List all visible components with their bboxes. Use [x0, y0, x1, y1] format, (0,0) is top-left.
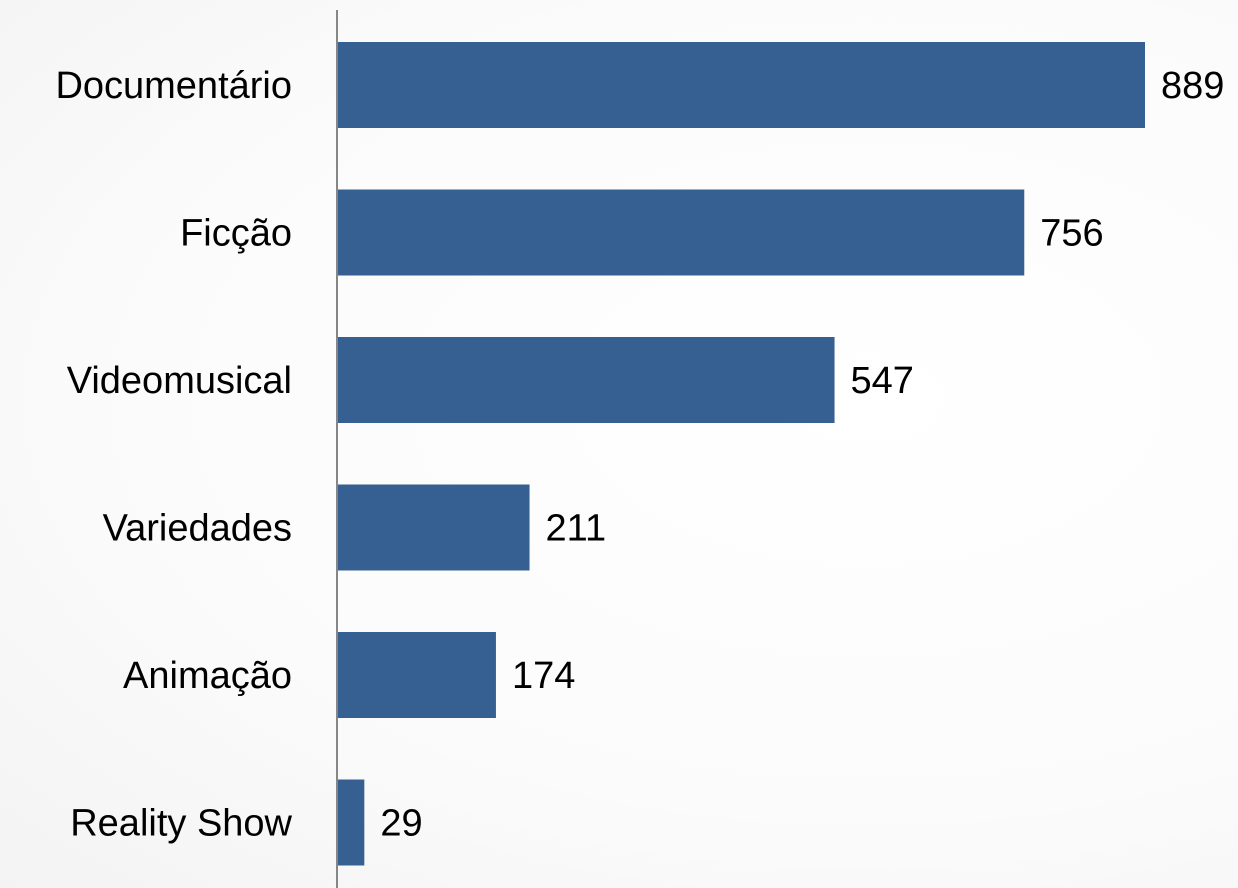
- bar: [338, 484, 530, 571]
- category-label: Videomusical: [67, 360, 292, 402]
- bar: [338, 337, 835, 423]
- bar: [338, 779, 365, 866]
- value-label: 211: [546, 508, 607, 550]
- value-label: 174: [512, 655, 575, 697]
- bar: [338, 189, 1025, 276]
- bars-group: Documentário 889 Ficção 756 Videomusical 547 V…: [55, 42, 1224, 866]
- category-label: Ficção: [180, 213, 292, 255]
- category-label: Documentário: [55, 65, 292, 107]
- category-label: Variedades: [103, 508, 292, 550]
- bar: [338, 632, 496, 718]
- value-label: 547: [851, 360, 914, 402]
- value-label: 29: [380, 803, 422, 845]
- category-label: Reality Show: [70, 803, 292, 845]
- value-label: 889: [1161, 65, 1224, 107]
- value-label: 756: [1040, 213, 1103, 255]
- bar: [338, 42, 1145, 128]
- category-label: Animação: [123, 655, 292, 697]
